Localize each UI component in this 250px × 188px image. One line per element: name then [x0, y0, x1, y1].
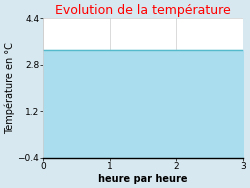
X-axis label: heure par heure: heure par heure — [98, 174, 188, 184]
Title: Evolution de la température: Evolution de la température — [55, 4, 231, 17]
Y-axis label: Température en °C: Température en °C — [4, 42, 15, 134]
